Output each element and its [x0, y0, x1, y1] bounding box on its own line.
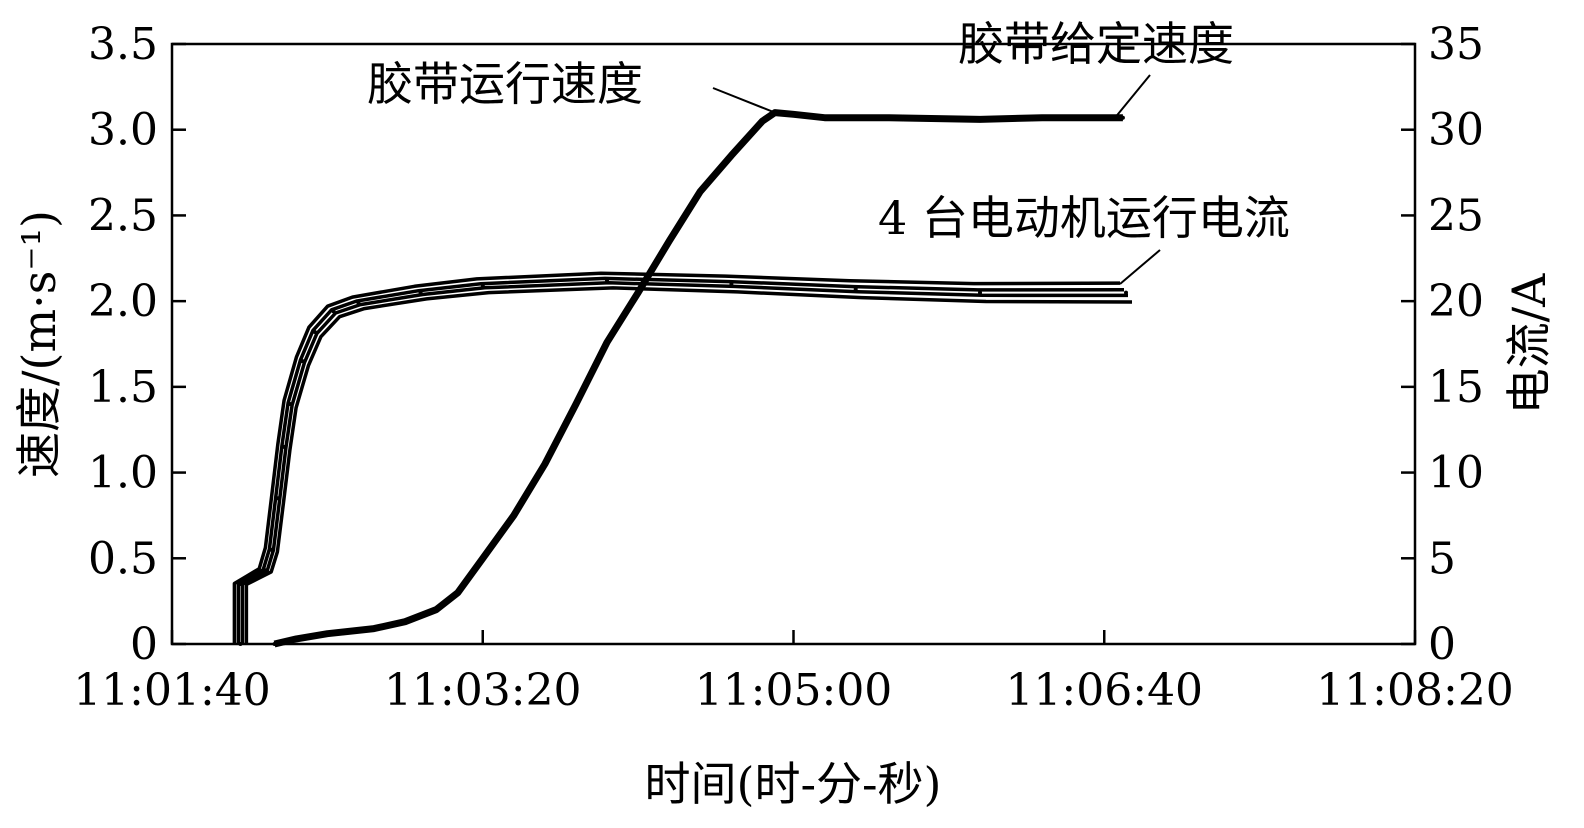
- annotation-belt-speed: 胶带运行速度: [367, 57, 643, 111]
- data-point-speed: [729, 153, 734, 158]
- annotation-motor-current: 4 台电动机运行电流: [878, 191, 1290, 245]
- y2-axis-ticks: 0 5 10 15 20 25 30 35: [1401, 19, 1484, 670]
- y2-tick-label: 35: [1428, 19, 1484, 70]
- data-point-current: [300, 359, 305, 364]
- y2-tick-label: 5: [1428, 533, 1456, 584]
- data-point-speed: [325, 631, 330, 636]
- series-line-speed: [273, 109, 1123, 648]
- y2-tick-label: 25: [1428, 190, 1484, 241]
- y-axis-ticks: 0 0.5 1.0 1.5 2.0 2.5 3.0 3.5: [88, 19, 186, 670]
- data-point-current: [312, 330, 317, 334]
- series-lines: [232, 109, 1133, 648]
- data-point-speed: [605, 340, 609, 345]
- y-tick-label: 1.5: [88, 362, 158, 413]
- data-point-speed: [884, 115, 889, 120]
- data-point-current: [269, 547, 274, 552]
- data-point-speed: [636, 290, 641, 295]
- y-tick-label: 2.0: [88, 276, 158, 327]
- data-point-current: [275, 496, 280, 501]
- data-point-speed: [480, 556, 485, 561]
- data-point-speed: [434, 607, 439, 612]
- data-point-speed: [822, 115, 827, 120]
- leader-motor-current: [1119, 249, 1161, 285]
- data-point-current: [978, 290, 982, 295]
- x-tick-label: 11:03:20: [384, 665, 582, 716]
- data-point-speed: [760, 119, 765, 124]
- y-tick-label: 0: [130, 619, 158, 670]
- data-point-speed: [272, 642, 277, 646]
- data-point-current: [356, 300, 361, 305]
- data-point-current: [331, 309, 336, 314]
- data-point-speed: [978, 117, 982, 122]
- data-point-speed: [542, 462, 547, 466]
- plot-frame: [170, 42, 1417, 646]
- data-point-speed: [455, 590, 460, 595]
- leader-belt-speed: [712, 87, 776, 114]
- x-axis-label: 时间(时-分-秒): [645, 757, 942, 811]
- y2-tick-label: 0: [1428, 619, 1456, 670]
- data-point-speed: [1040, 115, 1045, 120]
- y-tick-label: 2.5: [88, 190, 158, 241]
- y-tick-label: 0.5: [88, 533, 158, 584]
- data-point-current: [263, 568, 268, 573]
- data-point-speed: [511, 513, 516, 518]
- y2-axis-label: 电流/A: [1502, 273, 1556, 414]
- series-line-motor-current-2: [236, 276, 1125, 644]
- data-point-speed: [403, 619, 408, 624]
- series-line-motor-current-3: [240, 281, 1129, 644]
- data-point-current: [418, 290, 423, 295]
- y2-tick-label: 30: [1428, 105, 1484, 156]
- data-point-current: [250, 575, 255, 580]
- data-point-speed: [667, 239, 672, 244]
- data-point-current: [288, 402, 293, 406]
- data-point-current: [238, 582, 243, 586]
- y2-tick-label: 15: [1428, 362, 1484, 413]
- x-tick-label: 11:06:40: [1005, 665, 1203, 716]
- y2-tick-label: 20: [1428, 276, 1484, 327]
- x-tick-label: 11:01:40: [73, 665, 271, 716]
- data-point-speed: [372, 626, 376, 631]
- y-tick-label: 3.5: [88, 19, 158, 70]
- x-axis-ticks: 11:01:40 11:03:20 11:05:00 11:06:40 11:08:20: [73, 630, 1514, 716]
- annotation-leaders: [712, 74, 1161, 285]
- data-point-current: [729, 282, 734, 286]
- data-point-current: [853, 287, 858, 292]
- leader-set-speed: [1114, 74, 1151, 119]
- data-point-current: [281, 444, 286, 449]
- annotation-set-speed: 胶带给定速度: [958, 17, 1234, 71]
- y-axis-label: 速度/(m·s⁻¹): [12, 210, 66, 478]
- y2-tick-label: 10: [1428, 448, 1484, 499]
- y-tick-label: 3.0: [88, 105, 158, 156]
- data-point-speed: [698, 189, 703, 194]
- y-tick-label: 1.0: [88, 448, 158, 499]
- data-point-current: [1124, 290, 1128, 295]
- data-point-speed: [294, 636, 299, 641]
- data-point-current: [605, 278, 609, 283]
- data-point-current: [238, 642, 243, 646]
- data-point-current: [480, 283, 485, 288]
- data-point-speed: [1120, 115, 1125, 120]
- x-tick-label: 11:08:20: [1316, 665, 1514, 716]
- x-tick-label: 11:05:00: [695, 665, 893, 716]
- series-line-motor-current-4: [244, 286, 1133, 644]
- series-line-motor-current-1: [232, 271, 1121, 644]
- data-point-speed: [791, 112, 796, 117]
- data-point-speed: [574, 402, 578, 406]
